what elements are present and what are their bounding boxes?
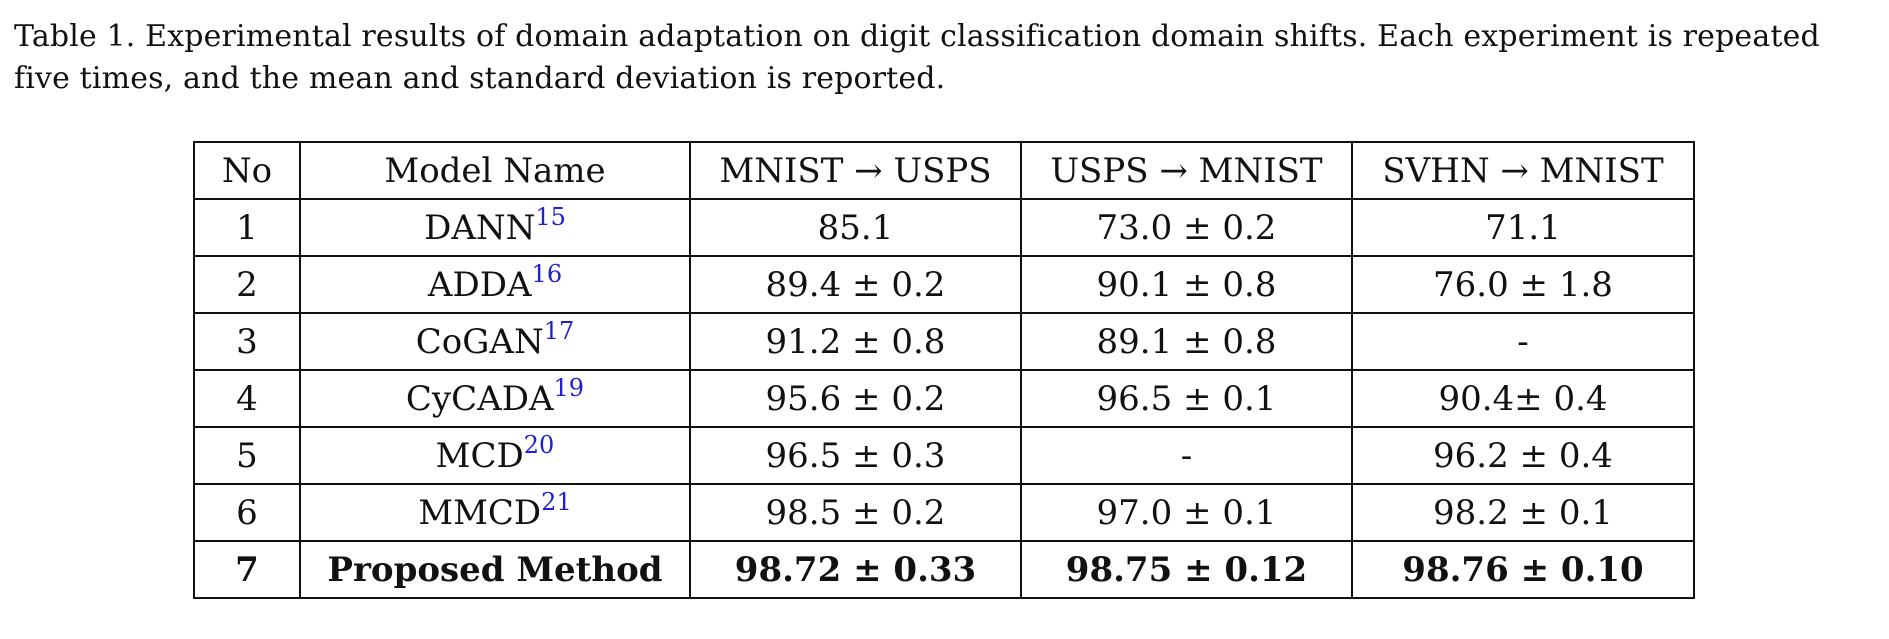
row-model-name: MMCD21 [299,483,691,542]
header-mnist-usps: MNIST → USPS [689,141,1022,200]
table-caption: Table 1. Experimental results of domain … [14,19,1820,96]
header-no: No [193,141,301,200]
row-model-name: ADDA16 [299,255,691,314]
row-svhn-mnist: 96.2 ± 0.4 [1351,426,1695,485]
table-row: 2 ADDA16 89.4 ± 0.2 90.1 ± 0.8 76.0 ± 1.… [193,255,1695,314]
row-svhn-mnist: 98.2 ± 0.1 [1351,483,1695,542]
row-model-name: CoGAN17 [299,312,691,371]
header-usps-mnist: USPS → MNIST [1020,141,1353,200]
row-svhn-mnist: 76.0 ± 1.8 [1351,255,1695,314]
citation-link[interactable]: 20 [523,430,555,459]
row-mnist-usps: 89.4 ± 0.2 [689,255,1022,314]
row-svhn-mnist: 90.4± 0.4 [1351,369,1695,428]
row-usps-mnist: 96.5 ± 0.1 [1020,369,1353,428]
row-no: 5 [193,426,301,485]
row-mnist-usps: 98.72 ± 0.33 [689,540,1022,599]
model-name-text: CoGAN [415,321,544,362]
row-no: 2 [193,255,301,314]
row-svhn-mnist: - [1351,312,1695,371]
citation-link[interactable]: 17 [543,316,575,345]
row-mnist-usps: 95.6 ± 0.2 [689,369,1022,428]
header-row: No Model Name MNIST → USPS USPS → MNIST … [193,141,1695,200]
row-svhn-mnist: 71.1 [1351,198,1695,257]
row-model-name: DANN15 [299,198,691,257]
row-mnist-usps: 98.5 ± 0.2 [689,483,1022,542]
row-mnist-usps: 96.5 ± 0.3 [689,426,1022,485]
row-svhn-mnist: 98.76 ± 0.10 [1351,540,1695,599]
row-no: 3 [193,312,301,371]
citation-link[interactable]: 15 [535,202,566,231]
row-usps-mnist: 73.0 ± 0.2 [1020,198,1353,257]
table-row: 4 CyCADA19 95.6 ± 0.2 96.5 ± 0.1 90.4± 0… [193,369,1695,428]
row-no: 1 [193,198,301,257]
row-mnist-usps: 85.1 [689,198,1022,257]
model-name-text: CyCADA [405,378,554,419]
model-name-text: MCD [435,435,524,476]
row-model-name: MCD20 [299,426,691,485]
table-row: 3 CoGAN17 91.2 ± 0.8 89.1 ± 0.8 - [193,312,1695,371]
table-row: 1 DANN15 85.1 73.0 ± 0.2 71.1 [193,198,1695,257]
row-no: 7 [193,540,301,599]
citation-link[interactable]: 21 [541,487,572,516]
row-no: 4 [193,369,301,428]
row-model-name: Proposed Method [299,540,691,599]
results-table: No Model Name MNIST → USPS USPS → MNIST … [193,141,1695,599]
row-model-name: CyCADA19 [299,369,691,428]
header-model-name: Model Name [299,141,691,200]
model-name-text: ADDA [427,264,532,305]
row-usps-mnist: 98.75 ± 0.12 [1020,540,1353,599]
table-row: 5 MCD20 96.5 ± 0.3 - 96.2 ± 0.4 [193,426,1695,485]
table-row: 6 MMCD21 98.5 ± 0.2 97.0 ± 0.1 98.2 ± 0.… [193,483,1695,542]
citation-link[interactable]: 16 [531,259,563,288]
row-usps-mnist: 97.0 ± 0.1 [1020,483,1353,542]
row-usps-mnist: 90.1 ± 0.8 [1020,255,1353,314]
model-name-text: DANN [424,207,536,248]
row-usps-mnist: 89.1 ± 0.8 [1020,312,1353,371]
header-svhn-mnist: SVHN → MNIST [1351,141,1695,200]
model-name-text: MMCD [418,492,542,533]
citation-link[interactable]: 19 [553,373,585,402]
row-usps-mnist: - [1020,426,1353,485]
table-row-proposed: 7 Proposed Method 98.72 ± 0.33 98.75 ± 0… [193,540,1695,599]
model-name-text: Proposed Method [327,549,663,590]
row-mnist-usps: 91.2 ± 0.8 [689,312,1022,371]
row-no: 6 [193,483,301,542]
